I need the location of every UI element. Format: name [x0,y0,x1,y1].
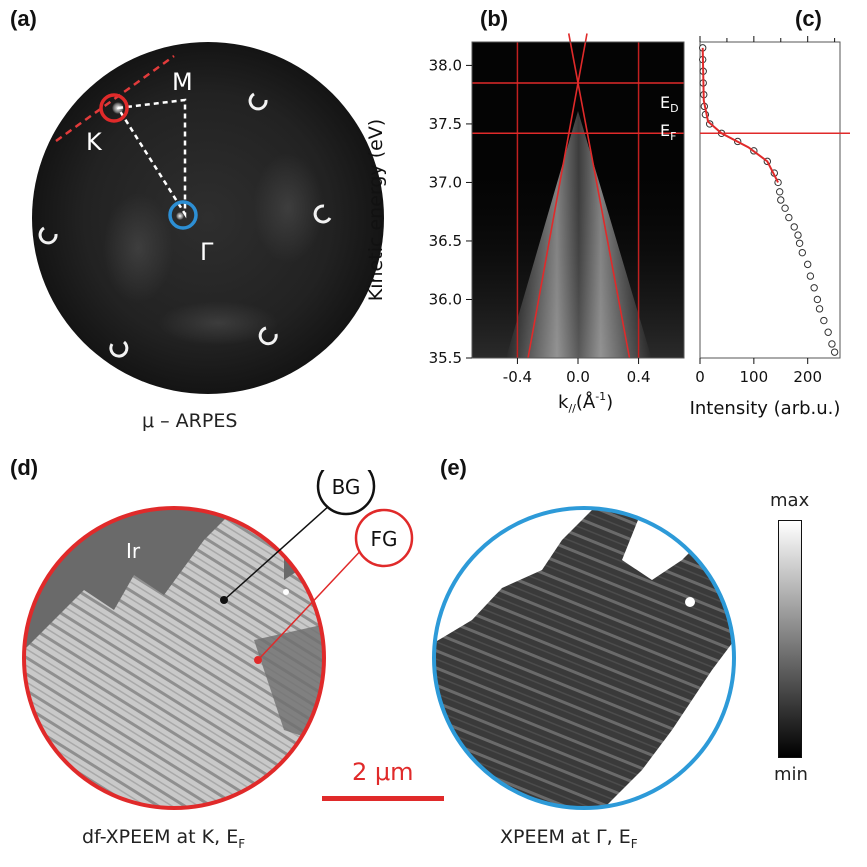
label-ED: ED [660,93,679,115]
edc-point [795,239,804,248]
k-point-circle [99,93,129,123]
panel-letter-d: (d) [10,455,39,480]
edc-point [790,223,798,231]
bg-marker [220,596,228,604]
y-tick-label: 38.0 [429,56,462,74]
edc-point [810,284,818,292]
edc-point [806,272,815,280]
graphene-flake-e [434,508,734,808]
arpes-pattern-panel: M K Γ [32,42,384,394]
caption-a: μ – ARPES [142,410,238,432]
edc-point [820,316,828,325]
x-axis-label-c: Intensity (arb.u.) [690,398,841,419]
y-tick-label: 36.5 [429,232,462,250]
x-tick-label-c: 200 [793,368,822,386]
label-EF: EF [660,121,676,143]
caption-e: XPEEM at Γ, EF [500,826,638,851]
edc-point [815,305,824,313]
bg-bubble-label: BG [332,475,361,499]
x-axis-ticks-b: -0.4 0.0 0.4 [503,358,651,386]
edc-point [777,196,785,204]
edc-point [830,348,839,356]
edc-point [794,231,802,239]
x-tick-label-b: 0.0 [566,368,590,386]
dirac-line-right [567,33,631,359]
xpeem-gamma-panel [432,506,736,810]
x-tick-label-b: -0.4 [503,368,532,386]
fg-leader-line [257,544,367,661]
label-Ir: Ir [126,539,141,563]
arpes-disc [32,42,384,394]
fg-bubble [354,508,414,568]
graphene-flake-d [24,508,324,808]
caption-d: df-XPEEM at K, EF [82,826,246,851]
high-symmetry-path [116,98,187,219]
y-tick-label: 35.5 [429,349,462,367]
x-tick-label-c: 100 [740,368,769,386]
xpeem-border [432,506,736,810]
edc-point [824,328,832,336]
x-axis-ticks-c: 0 100 200 [695,36,836,386]
edc-frame [699,41,841,359]
heatmap-b [472,42,684,359]
colorbar [778,520,802,758]
bg-leader-line [223,504,331,601]
panel-letter-b: (b) [480,6,509,31]
panel-letter-a: (a) [10,6,37,31]
panel-letter-c: (c) [795,6,822,31]
edc-point [813,295,822,304]
y-axis-label: Kinetic energy (eV) [365,119,387,301]
fg-bubble-label: FG [370,527,397,551]
panel-letter-e: (e) [440,455,467,480]
gamma-point-circle [168,200,198,230]
df-xpeem-border [22,506,326,810]
dirac-line-left [527,33,588,359]
x-tick-label-c: 0 [695,368,705,386]
y-tick-label: 37.5 [429,115,462,133]
x-axis-label-b: k//(Å-1) [558,390,613,415]
y-tick-label: 36.0 [429,290,462,308]
y-axis-ticks: 35.5 36.0 36.5 37.0 37.5 38.0 [429,56,472,367]
edc-point [803,260,812,269]
heatmap-b-overlay-lines [472,33,684,359]
scale-bar-label: 2 μm [352,758,414,786]
edc-point [798,248,807,257]
colorbar-max-label: max [770,490,810,511]
bg-bubble [316,470,376,516]
band-structure-chart: Kinetic energy (eV) 35.5 36.0 36.5 37.0 37.5… [365,33,850,419]
scale-bar [322,796,444,801]
edc-point [828,340,836,348]
y-tick-label: 37.0 [429,173,462,191]
x-tick-label-b: 0.4 [627,368,651,386]
edc-points [698,44,839,356]
label-Gamma: Γ [200,238,214,266]
edc-point [785,213,793,222]
bz-edge-line [55,54,175,143]
colorbar-min-label: min [774,764,808,785]
edc-point [775,188,784,196]
edc-point [781,204,789,212]
label-M: M [172,68,193,96]
df-xpeem-panel: Ir BG FG [22,470,414,810]
fg-marker [254,656,262,664]
k-point-spots [38,92,332,358]
label-K: K [86,128,103,156]
